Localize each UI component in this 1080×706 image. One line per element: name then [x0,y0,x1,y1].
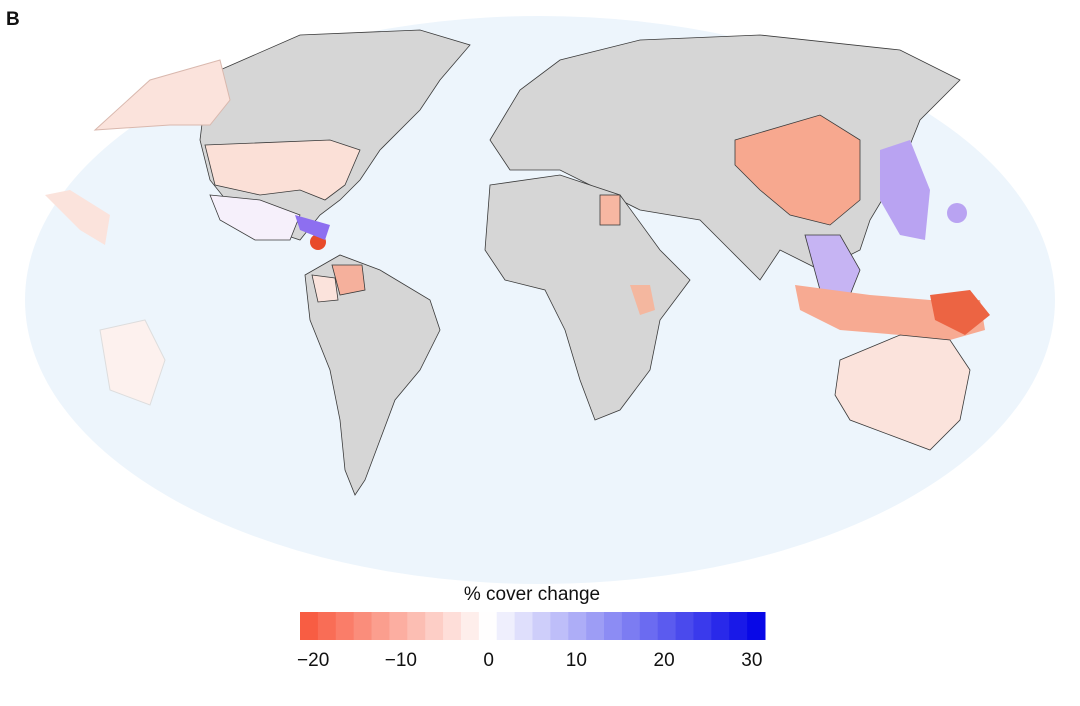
venezuela [331,264,366,296]
polynesia [99,319,166,406]
colorbar-tick-label: −20 [297,650,329,671]
panel-label: B [6,9,20,30]
cuba [295,215,330,240]
africa [484,174,691,421]
colorbar-step [675,612,694,640]
kenya [630,285,655,315]
colorbar-step [353,612,373,640]
colorbar-tick-label: 30 [741,650,762,671]
colorbar-step [532,612,551,640]
colorbar-step [317,612,337,640]
usa [204,139,361,201]
indonesia [795,285,985,340]
south-america [304,254,441,496]
hawaii [45,190,110,245]
colombia [311,274,339,303]
colorbar-step [371,612,390,640]
colorbar-step [550,612,569,640]
colorbar-tick-label: 20 [654,650,675,671]
colorbar-step [604,612,623,640]
egypt [599,194,621,226]
mexico [209,194,301,241]
colorbar-step [711,612,730,640]
colorbar-step [389,612,408,640]
colorbar-step [693,612,712,640]
colorbar-step [425,612,444,640]
colorbar-tick-label: −10 [385,650,417,671]
colorbar-step [621,612,641,640]
colorbar-tick-label: 0 [483,650,494,671]
colorbar-step [514,612,533,640]
colorbar-step [586,612,605,640]
colorbar-step [747,612,766,640]
colorbar-step [639,612,659,640]
colorbar-step [496,612,516,640]
world-map [25,16,1055,584]
colorbar-step [443,612,462,640]
colorbar-step [460,612,480,640]
colorbar-step [568,612,587,640]
colorbar: % cover change −20 −10 0 10 20 30 [297,584,766,671]
colorbar-step [657,612,677,640]
colorbar-step [335,612,355,640]
colorbar-tick-label: 10 [566,650,587,671]
colorbar-step [729,612,748,640]
colorbar-title: % cover change [464,584,600,605]
alaska [93,59,231,131]
australia [834,334,971,451]
philippines-japan [880,140,930,240]
china [734,114,861,226]
pacific-islands [947,203,967,223]
colorbar-step [478,612,498,640]
southeast-asia [804,234,861,296]
colorbar-step [407,612,426,640]
papua [930,290,990,335]
colorbar-step [300,612,319,640]
